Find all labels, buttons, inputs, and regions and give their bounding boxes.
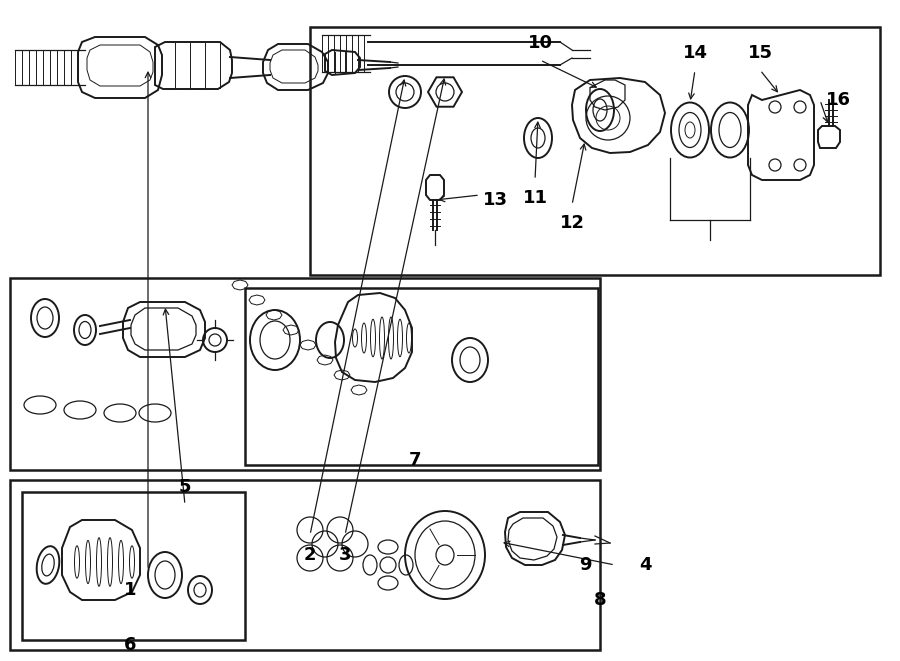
Bar [22, 492, 245, 640]
Text: 10: 10 [527, 34, 553, 52]
Text: 12: 12 [560, 214, 584, 232]
Text: 13: 13 [482, 191, 508, 209]
Text: 14: 14 [682, 44, 707, 62]
Text: 6: 6 [124, 636, 136, 654]
Bar [310, 27, 880, 275]
Text: 7: 7 [409, 451, 421, 469]
Text: 1: 1 [124, 581, 136, 599]
Text: 9: 9 [579, 556, 591, 574]
Text: 11: 11 [523, 189, 547, 207]
Text: 4: 4 [639, 556, 652, 574]
Text: 8: 8 [594, 591, 607, 609]
Text: 16: 16 [825, 91, 850, 109]
Bar [245, 288, 598, 465]
Text: 2: 2 [304, 546, 316, 564]
Text: 15: 15 [748, 44, 772, 62]
Bar [10, 480, 600, 650]
Text: 3: 3 [338, 546, 351, 564]
Text: 5: 5 [179, 478, 191, 496]
Bar [10, 278, 600, 470]
